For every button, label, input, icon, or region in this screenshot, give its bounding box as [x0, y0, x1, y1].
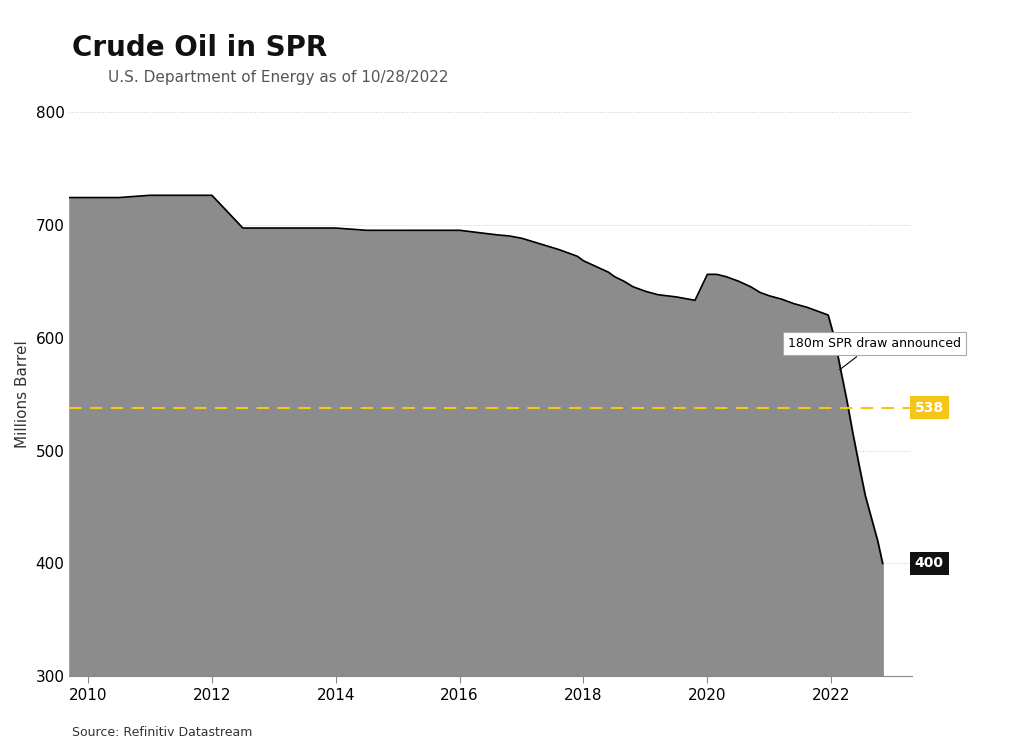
Text: 180m SPR draw announced: 180m SPR draw announced — [787, 336, 961, 370]
Text: Crude Oil in SPR: Crude Oil in SPR — [72, 34, 327, 62]
Text: Source: Refinitiv Datastream: Source: Refinitiv Datastream — [72, 727, 252, 739]
Text: U.S. Department of Energy as of 10/28/2022: U.S. Department of Energy as of 10/28/20… — [108, 70, 449, 85]
Y-axis label: Millions Barrel: Millions Barrel — [15, 340, 30, 448]
Text: 400: 400 — [914, 556, 944, 571]
Text: 538: 538 — [914, 401, 944, 414]
